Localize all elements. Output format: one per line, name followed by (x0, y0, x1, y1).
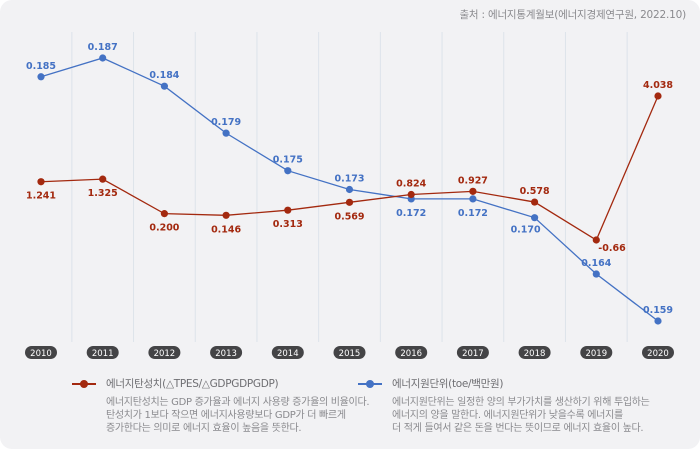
x-tick-label: 2018 (524, 349, 546, 359)
grid-lines (71, 32, 628, 342)
x-tick-label: 2011 (92, 349, 114, 359)
legend-marker-intensity-icon (358, 379, 382, 389)
x-tick-2020: 2020 (642, 346, 674, 359)
x-tick-label: 2012 (154, 349, 176, 359)
legend-elasticity: 에너지탄성치(△TPES/△GDPGDPGDP) 에너지탄성치는 GDP 증가율… (72, 376, 370, 435)
data-label-intensity: 0.170 (511, 225, 541, 236)
data-point-intensity (284, 167, 292, 175)
series-points (37, 54, 662, 325)
data-point-elasticity (407, 190, 415, 199)
legend-description-intensity: 에너지원단위는 일정한 양의 부가가치를 생산하기 위해 투입하는 에너지의 양… (392, 396, 650, 435)
data-point-elasticity (37, 178, 45, 186)
data-point-intensity (160, 82, 168, 90)
data-label-elasticity: 0.569 (334, 211, 364, 222)
data-label-intensity: 0.187 (88, 42, 118, 53)
x-tick-2016: 2016 (395, 346, 428, 359)
data-point-intensity (654, 317, 662, 325)
x-tick-2010: 2010 (25, 346, 57, 359)
x-tick-label: 2017 (462, 349, 484, 359)
source-note: 출처 : 에너지통계월보(에너지경제연구원, 2022.10) (459, 9, 686, 21)
data-point-elasticity (654, 92, 662, 100)
x-tick-2019: 2019 (580, 346, 613, 359)
x-tick-2015: 2015 (333, 346, 366, 359)
x-tick-2014: 2014 (271, 346, 304, 359)
description-line: 에너지의 양을 말한다. 에너지원단위가 낮을수록 에너지를 (392, 410, 623, 421)
data-label-intensity: 0.175 (273, 155, 303, 166)
year-pill (642, 346, 674, 359)
data-label-intensity: 0.164 (581, 258, 611, 269)
x-tick-label: 2015 (339, 349, 361, 359)
data-point-elasticity (345, 198, 354, 206)
year-pill (86, 346, 119, 359)
description-line: 에너지탄성치는 GDP 증가율과 에너지 사용량 증가율의 비율이다. (106, 397, 370, 408)
data-point-intensity (469, 195, 477, 203)
data-point-elasticity (222, 211, 230, 219)
data-label-elasticity: 0.927 (458, 175, 488, 186)
data-label-elasticity: -0.66 (598, 243, 626, 254)
year-pill (148, 346, 181, 359)
data-label-intensity: 0.172 (396, 208, 426, 219)
data-label-intensity: 0.184 (149, 70, 179, 81)
description-line: 탄성치가 1보다 작으면 에너지사용량보다 GDP가 더 빠르게 (106, 410, 346, 421)
data-point-elasticity (160, 210, 168, 218)
legend-marker-elasticity-icon (72, 379, 96, 389)
x-axis-year-pills: 2010 2011 2012 2013 2014 2015 2016 2017 2018 2019… (25, 346, 674, 359)
data-label-intensity: 0.173 (334, 174, 364, 185)
x-tick-2012: 2012 (148, 346, 181, 359)
legend-title-elasticity: 에너지탄성치(△TPES/△GDPGDPGDP) (106, 378, 279, 390)
legend-description-elasticity: 에너지탄성치는 GDP 증가율과 에너지 사용량 증가율의 비율이다. 탄성치가… (106, 396, 370, 435)
data-point-elasticity (99, 175, 107, 183)
year-pill (395, 346, 428, 359)
x-tick-label: 2010 (30, 349, 52, 359)
data-label-elasticity: 0.200 (149, 223, 179, 234)
data-label-elasticity: 0.146 (211, 224, 241, 235)
legend-intensity: 에너지원단위(toe/백만원) 에너지원단위는 일정한 양의 부가가치를 생산하… (358, 376, 650, 435)
x-tick-2013: 2013 (210, 346, 243, 359)
data-label-intensity: 0.179 (211, 117, 241, 128)
data-label-elasticity: 0.824 (396, 179, 426, 190)
x-tick-2018: 2018 (518, 346, 551, 359)
data-label-elasticity: 4.038 (643, 80, 673, 91)
data-label-elasticity: 1.325 (88, 188, 118, 199)
data-point-elasticity (284, 206, 292, 214)
year-pill (271, 346, 304, 359)
description-line: 에너지원단위는 일정한 양의 부가가치를 생산하기 위해 투입하는 (392, 397, 650, 408)
data-point-intensity (99, 54, 107, 62)
x-tick-2011: 2011 (86, 346, 119, 359)
x-tick-label: 2014 (277, 349, 299, 359)
year-pill (580, 346, 613, 359)
data-label-elasticity: 0.313 (273, 219, 303, 230)
data-point-intensity (345, 185, 354, 194)
data-label-intensity: 0.172 (458, 208, 488, 219)
data-point-elasticity (531, 198, 539, 206)
x-tick-label: 2020 (647, 349, 669, 359)
data-label-elasticity: 0.578 (520, 186, 550, 197)
year-pill (25, 346, 57, 359)
data-label-intensity: 0.159 (643, 305, 673, 316)
x-tick-2017: 2017 (456, 346, 489, 359)
year-pill (333, 346, 366, 359)
data-point-intensity (531, 214, 539, 222)
x-tick-label: 2019 (585, 349, 607, 359)
description-line: 더 적게 들여서 같은 돈을 번다는 뜻이므로 에너지 효율이 높다. (392, 423, 644, 434)
year-pill (456, 346, 489, 359)
x-tick-label: 2013 (215, 349, 237, 359)
data-point-elasticity (592, 236, 600, 244)
data-point-intensity (37, 73, 45, 81)
data-labels: 0.185 0.187 0.184 0.179 0.175 0.173 0.172 0.172… (26, 42, 673, 316)
x-tick-label: 2016 (400, 349, 422, 359)
data-label-elasticity: 1.241 (26, 191, 56, 202)
legend-title-intensity: 에너지원단위(toe/백만원) (392, 378, 504, 390)
year-pill (210, 346, 243, 359)
data-point-elasticity (469, 187, 477, 195)
data-point-intensity (222, 129, 230, 137)
description-line: 증가한다는 의미로 에너지 효율이 높음을 뜻한다. (106, 423, 302, 434)
data-point-intensity (592, 270, 600, 278)
year-pill (518, 346, 551, 359)
data-label-intensity: 0.185 (26, 61, 56, 72)
